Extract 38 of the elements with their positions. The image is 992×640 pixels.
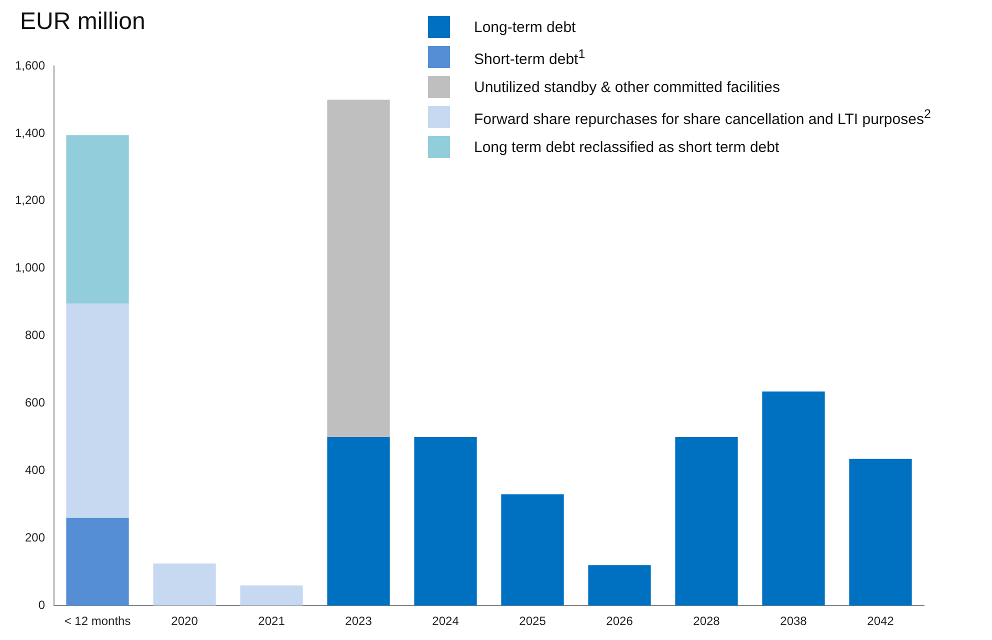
legend-label: Unutilized standby & other committed facilities — [474, 78, 780, 96]
y-tick-label: 1,000 — [15, 260, 46, 275]
y-tick-label: 1,400 — [15, 126, 46, 140]
legend-label: Short-term debt$^{1}$ — [474, 46, 586, 68]
x-tick-label: 2024 — [432, 614, 460, 628]
legend-label: Long-term debt — [474, 18, 576, 36]
x-tick-label: 2028 — [693, 614, 720, 628]
x-tick-label: 2021 — [258, 614, 286, 628]
bar — [588, 565, 651, 606]
bar — [327, 436, 390, 606]
bar — [66, 135, 129, 304]
y-tick-label: 600 — [25, 396, 46, 410]
bar — [849, 458, 912, 606]
bar — [153, 563, 216, 606]
y-tick-label: 1,600 — [15, 58, 46, 72]
chart-title: EUR million — [20, 8, 146, 36]
legend-label: Forward share repurchases for share cancellation and LTI purposes$^{2}$ — [474, 106, 931, 128]
x-tick-label: 2025 — [519, 614, 546, 628]
bar — [675, 436, 738, 606]
x-tick-label: 2026 — [606, 614, 634, 628]
y-tick-label: 0 — [38, 598, 46, 612]
bar — [66, 304, 129, 518]
bar — [327, 100, 390, 437]
bar — [66, 518, 129, 606]
x-tick-label: 2038 — [780, 614, 808, 628]
bar — [240, 585, 303, 606]
x-tick-label: 2042 — [867, 614, 894, 628]
y-tick-label: 800 — [25, 328, 46, 342]
legend-label: Long term debt reclassified as short term debt — [474, 138, 780, 156]
x-tick-label: < 12 months — [64, 614, 131, 628]
x-tick-label: 2020 — [171, 614, 198, 628]
bar — [762, 391, 825, 606]
y-tick-label: 1,200 — [15, 193, 46, 208]
x-tick-label: 2023 — [345, 614, 372, 628]
bar — [414, 436, 477, 606]
bar — [501, 494, 564, 606]
y-tick-label: 400 — [25, 463, 46, 478]
y-tick-label: 200 — [25, 530, 46, 544]
